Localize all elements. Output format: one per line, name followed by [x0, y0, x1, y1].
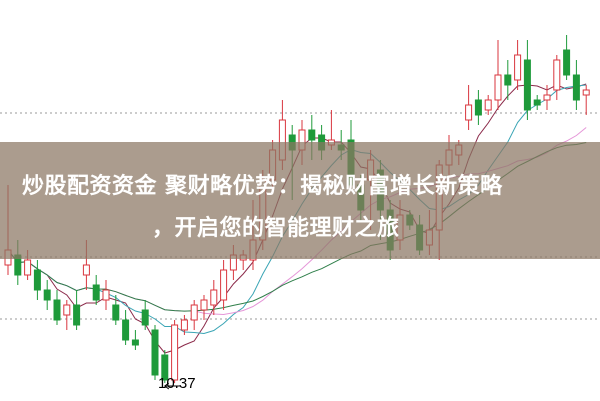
candle-up: [200, 299, 208, 311]
candle-down: [73, 304, 81, 326]
low-price-label: 10.37: [158, 375, 196, 392]
candle-down: [141, 309, 149, 326]
title-line-1: 炒股配资资金 聚财略优势：揭秘财富增长新策略: [22, 174, 503, 199]
candle-down: [33, 269, 41, 291]
title-banner: 炒股配资资金 聚财略优势：揭秘财富增长新策略 ，开启您的智能理财之旅: [0, 142, 600, 259]
candle-down: [151, 329, 159, 376]
candle-down: [43, 289, 51, 301]
candle-up: [494, 74, 502, 101]
candle-up: [543, 94, 551, 101]
candle-up: [24, 259, 32, 276]
candle-down: [474, 99, 482, 116]
candle-down: [161, 354, 169, 381]
candle-down: [92, 284, 100, 301]
candle-down: [308, 129, 316, 141]
candle-down: [53, 299, 61, 321]
candle-down: [523, 59, 531, 111]
candle-up: [553, 59, 561, 91]
candle-up: [582, 89, 590, 96]
candle-up: [210, 289, 218, 306]
candle-down: [122, 319, 130, 341]
candle-down: [572, 74, 580, 101]
low-marker-arrowhead: [163, 382, 170, 390]
candle-up: [63, 304, 71, 316]
candle-up: [180, 319, 188, 331]
candle-up: [82, 264, 90, 276]
candle-down: [131, 339, 139, 346]
title-line-2: ，开启您的智能理财之旅: [152, 216, 400, 241]
candle-down: [504, 74, 512, 86]
candle-down: [563, 49, 571, 76]
candle-down: [112, 304, 120, 321]
candle-up: [484, 99, 492, 111]
candle-up: [190, 304, 198, 321]
candle-up: [102, 289, 110, 301]
candle-down: [533, 99, 541, 106]
candle-up: [514, 54, 522, 81]
candle-up: [465, 104, 473, 121]
candle-up: [171, 324, 179, 381]
candle-up: [220, 269, 228, 301]
